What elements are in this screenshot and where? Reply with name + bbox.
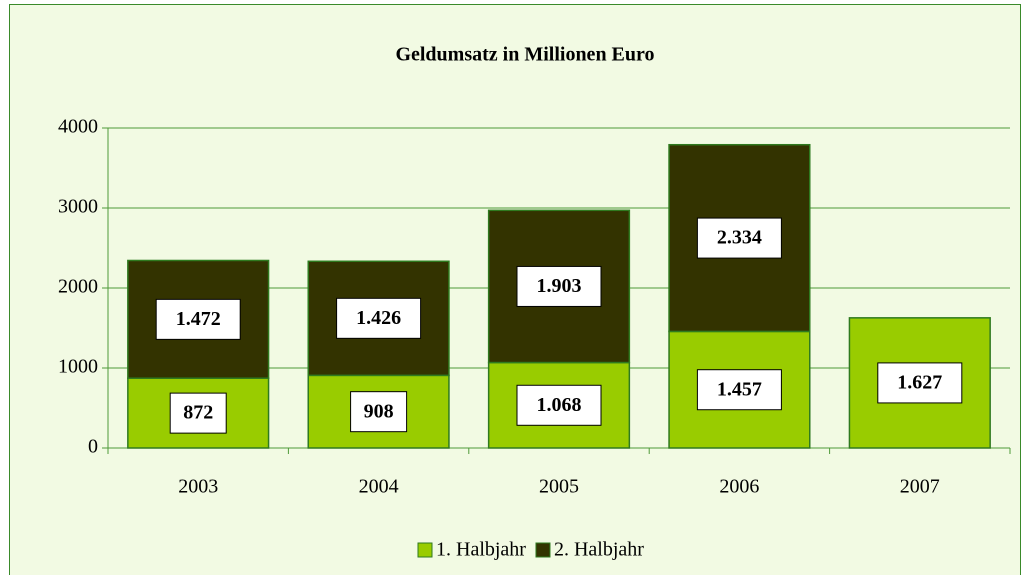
x-tick-label: 2003 xyxy=(178,476,218,498)
legend-swatch xyxy=(417,542,433,558)
legend-label: 2. Halbjahr xyxy=(554,539,644,561)
legend-swatch xyxy=(535,542,551,558)
value-label-box xyxy=(516,384,602,426)
value-label-box xyxy=(155,298,241,340)
value-label: 908 xyxy=(364,400,394,422)
x-tick-label: 2005 xyxy=(539,476,579,498)
value-label-box xyxy=(516,265,602,307)
value-label-box xyxy=(696,217,782,259)
x-tick-label: 2006 xyxy=(719,476,759,498)
legend-label: 1. Halbjahr xyxy=(436,539,526,561)
y-tick-label: 0 xyxy=(88,436,98,458)
chart-title: Geldumsatz in Millionen Euro xyxy=(395,44,654,66)
bar-segment xyxy=(487,209,631,364)
value-label-box xyxy=(336,297,422,339)
x-tick-label: 2004 xyxy=(359,476,399,498)
value-label: 1.903 xyxy=(537,275,582,297)
y-tick-label: 4000 xyxy=(58,116,98,138)
value-label: 1.426 xyxy=(356,307,401,329)
value-label: 1.472 xyxy=(176,308,221,330)
value-label: 2.334 xyxy=(717,227,762,249)
x-tick-label: 2007 xyxy=(900,476,940,498)
value-label-box xyxy=(696,369,782,411)
value-label: 1.627 xyxy=(897,372,942,394)
value-label: 872 xyxy=(183,402,213,424)
value-label: 1.068 xyxy=(537,394,582,416)
y-tick-label: 3000 xyxy=(58,196,98,218)
value-label-box xyxy=(169,392,227,434)
y-tick-label: 2000 xyxy=(58,276,98,298)
y-tick-label: 1000 xyxy=(58,356,98,378)
value-label: 1.457 xyxy=(717,378,762,400)
value-label-box xyxy=(350,391,408,433)
value-label-box xyxy=(877,362,963,404)
